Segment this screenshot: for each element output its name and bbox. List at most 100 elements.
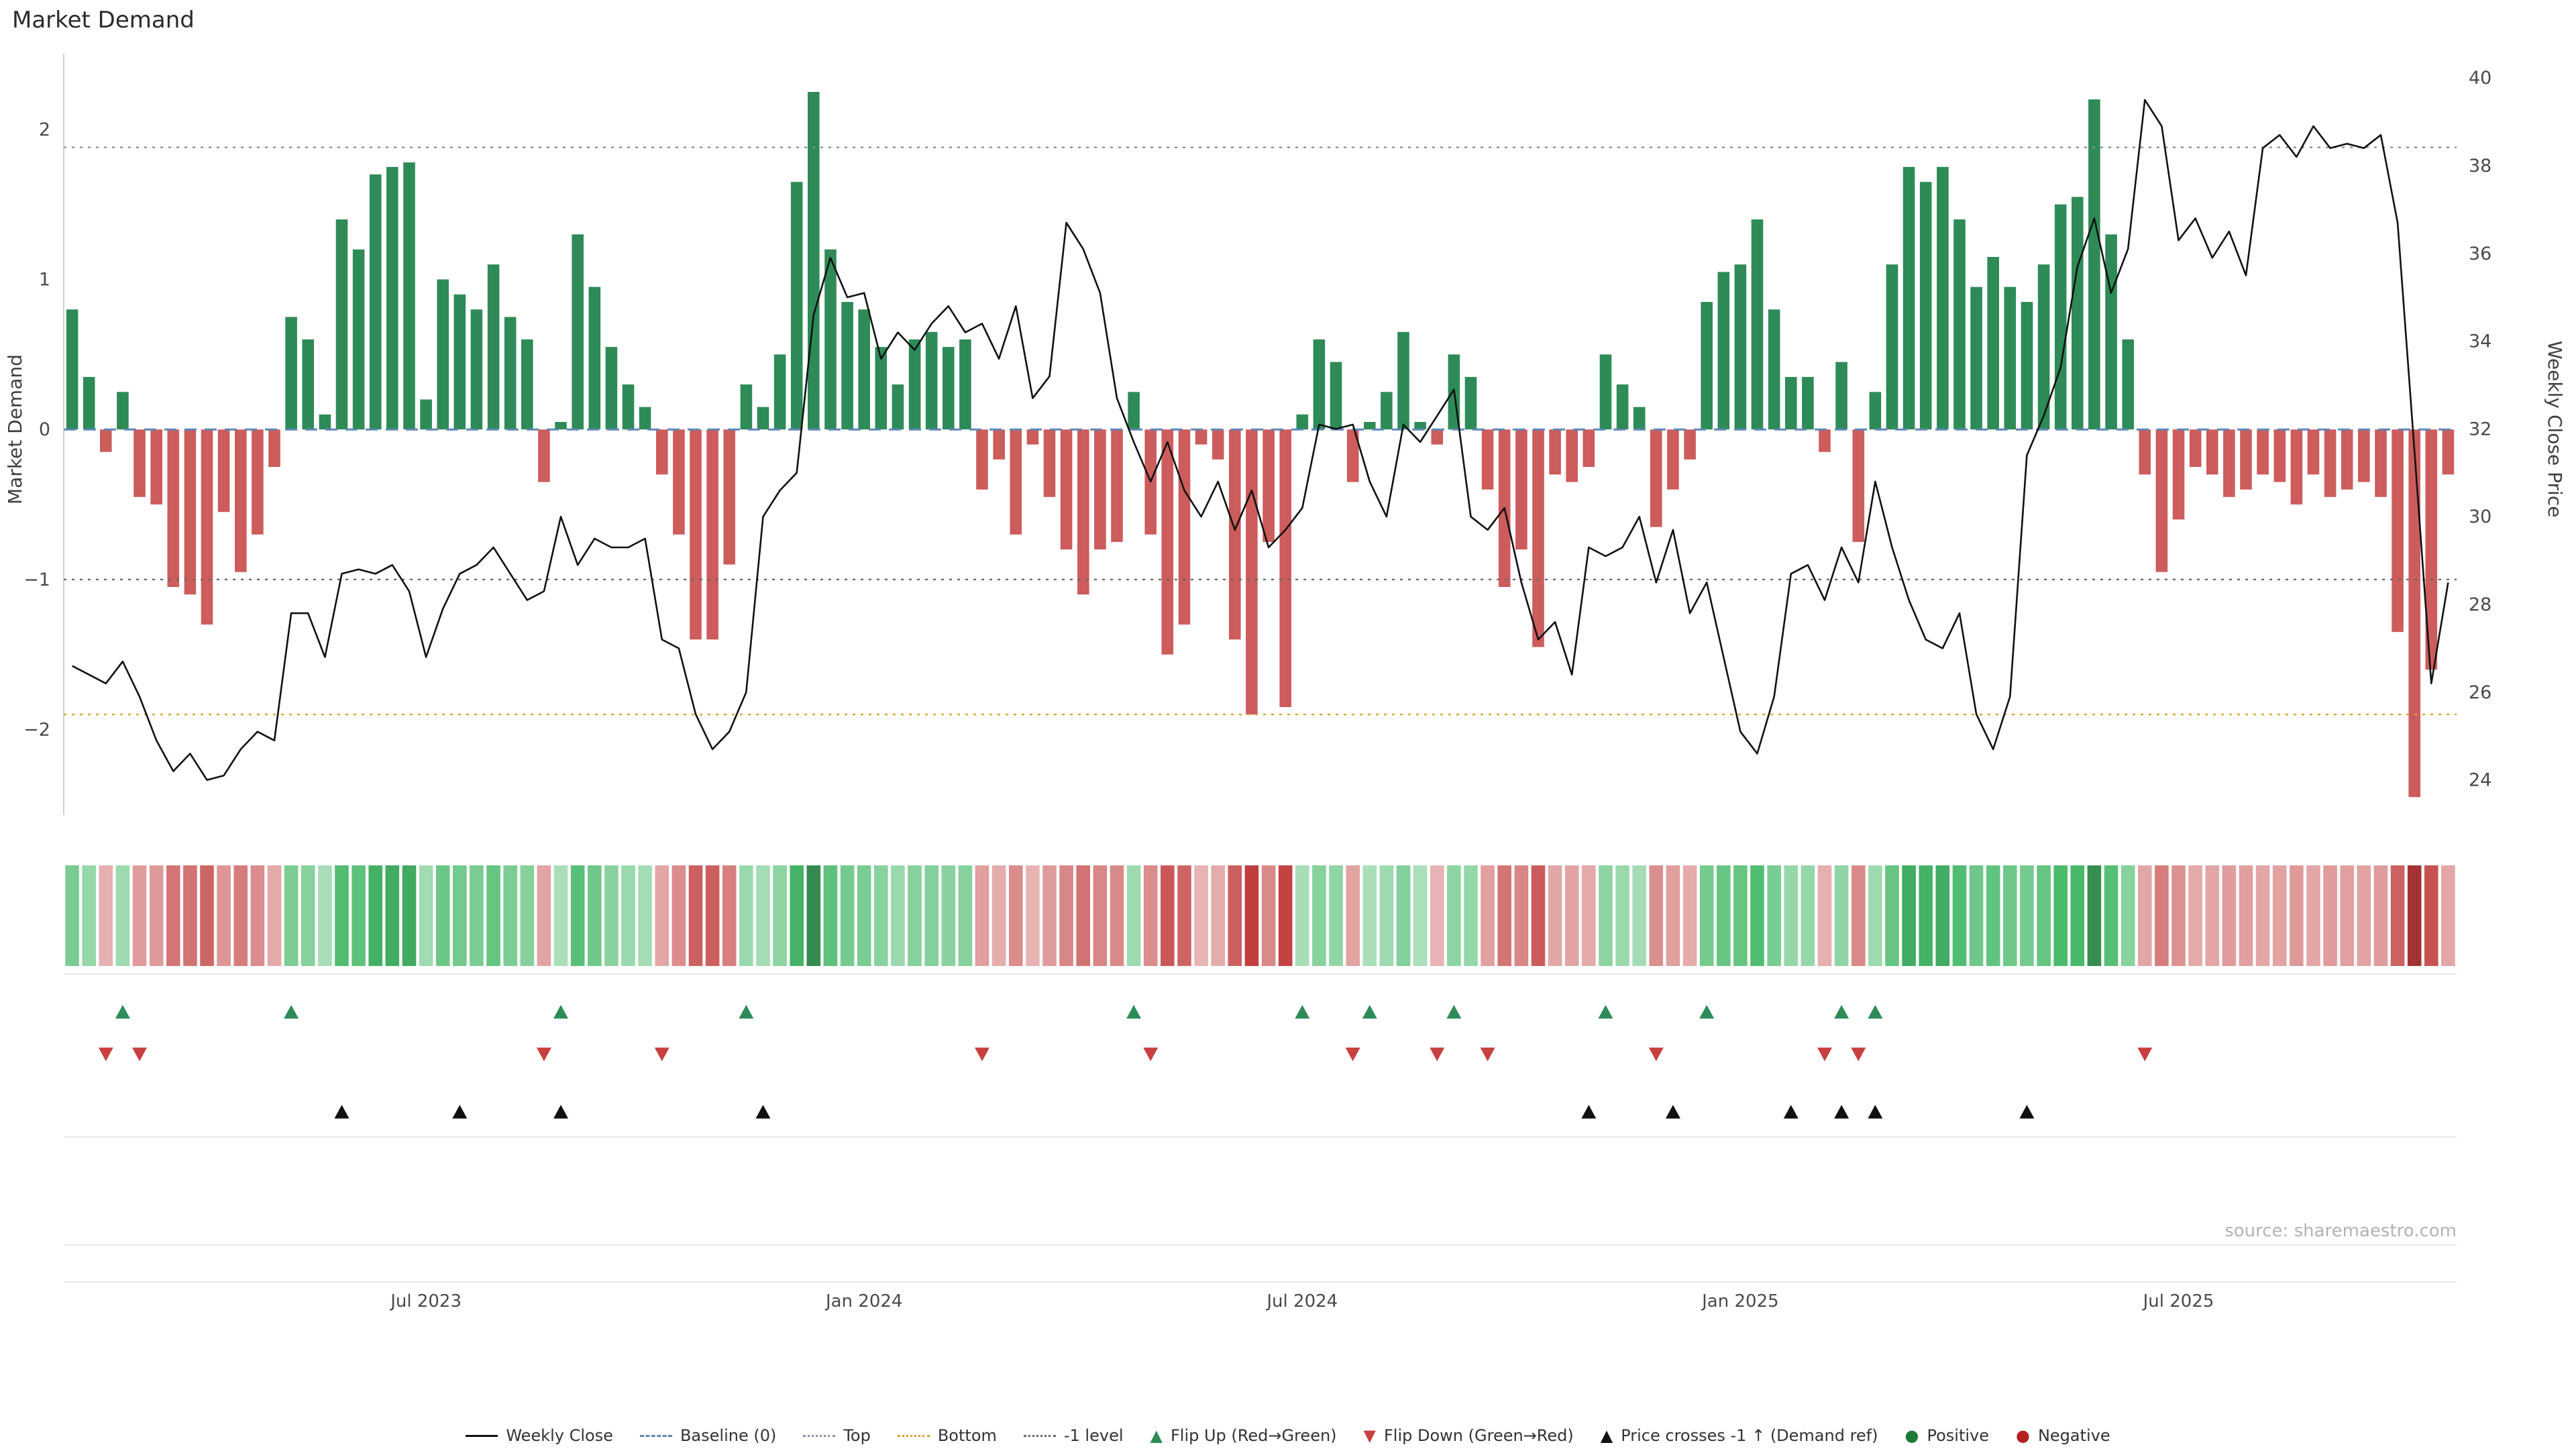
- demand-bar-positive: [1751, 219, 1764, 430]
- demand-bar-negative: [1246, 429, 1258, 715]
- demand-bar-positive: [1717, 272, 1730, 430]
- heatmap-cell: [1801, 865, 1815, 966]
- demand-bar-negative: [133, 429, 146, 497]
- demand-heatmap-strip: [65, 865, 2455, 966]
- legend-label: Bottom: [937, 1426, 997, 1445]
- demand-bar-positive: [1835, 362, 1847, 430]
- demand-bar-positive: [504, 317, 517, 430]
- heatmap-cell: [1396, 865, 1411, 966]
- price-cross-marker-icon: [553, 1105, 569, 1119]
- heatmap-cell: [1548, 865, 1562, 966]
- heatmap-cell: [553, 865, 568, 966]
- flip-down-marker-icon: [536, 1047, 551, 1061]
- heatmap-cell: [2340, 865, 2354, 966]
- right-axis-tick-label: 32: [2469, 419, 2491, 439]
- heatmap-cell: [2323, 865, 2337, 966]
- demand-bar-negative: [1229, 429, 1241, 640]
- demand-bar-positive: [1633, 407, 1646, 430]
- demand-bar-positive: [1886, 264, 1898, 430]
- heatmap-cell: [958, 865, 973, 966]
- heatmap-cell: [1464, 865, 1478, 966]
- heatmap-cell: [2155, 865, 2169, 966]
- flip-down-marker-icon: [1430, 1047, 1445, 1061]
- demand-bar-negative: [167, 429, 180, 587]
- demand-bar-positive: [1364, 422, 1376, 430]
- heatmap-cell: [2053, 865, 2068, 966]
- flip-up-marker-icon: [1868, 1005, 1883, 1019]
- heatmap-cell: [2222, 865, 2237, 966]
- demand-bar-negative: [1481, 429, 1494, 490]
- heatmap-cell: [318, 865, 332, 966]
- demand-bar-negative: [1077, 429, 1089, 595]
- heatmap-cell: [200, 865, 214, 966]
- heatmap-cell: [2357, 865, 2371, 966]
- heatmap-cell: [1817, 865, 1832, 966]
- heatmap-cell: [1161, 865, 1175, 966]
- line-line-icon: [466, 1434, 498, 1437]
- heatmap-cell: [1632, 865, 1646, 966]
- price-cross-marker-icon: [1834, 1105, 1849, 1119]
- demand-bar-negative: [1566, 429, 1578, 482]
- heatmap-cell: [115, 865, 130, 966]
- heatmap-cell: [2070, 865, 2085, 966]
- legend-label: Flip Down (Green→Red): [1384, 1426, 1574, 1445]
- price-cross-marker-icon: [1783, 1105, 1799, 1119]
- heatmap-cell: [1362, 865, 1377, 966]
- flip-down-marker-icon: [1143, 1047, 1159, 1061]
- demand-bar-negative: [1094, 429, 1106, 550]
- demand-bar-negative: [2273, 429, 2286, 482]
- heatmap-cell: [2390, 865, 2405, 966]
- demand-bar-negative: [2425, 429, 2438, 670]
- heatmap-cell: [604, 865, 619, 966]
- demand-bar-positive: [1616, 384, 1629, 430]
- heatmap-cell: [1767, 865, 1781, 966]
- dot-icon: ●: [2016, 1426, 2030, 1445]
- demand-bar-positive: [386, 166, 398, 430]
- heatmap-cell: [166, 865, 180, 966]
- heatmap-cell: [1481, 865, 1495, 966]
- demand-bar-negative: [150, 429, 162, 504]
- heatmap-cell: [1649, 865, 1664, 966]
- heatmap-cell: [402, 865, 417, 966]
- demand-bar-negative: [690, 429, 702, 640]
- legend-label: Baseline (0): [680, 1426, 777, 1445]
- heatmap-cell: [1666, 865, 1680, 966]
- demand-bar-positive: [875, 347, 888, 430]
- flip-down-markers: [98, 1047, 2153, 1061]
- heatmap-cell: [739, 865, 753, 966]
- demand-bar-negative: [235, 429, 247, 572]
- heatmap-cell: [1177, 865, 1191, 966]
- heatmap-cell: [2441, 865, 2455, 966]
- demand-bar-positive: [639, 407, 651, 430]
- demand-bar-positive: [1414, 422, 1426, 430]
- heatmap-cell: [65, 865, 79, 966]
- demand-bar-negative: [1515, 429, 1527, 550]
- heatmap-cell: [385, 865, 400, 966]
- x-axis-tick-label: Jul 2024: [1265, 1291, 1338, 1311]
- demand-bar-positive: [1313, 339, 1326, 430]
- triangle-down-icon: ▼: [1363, 1426, 1376, 1445]
- heatmap-cell: [1599, 865, 1613, 966]
- demand-bar-negative: [2240, 429, 2252, 490]
- demand-bar-negative: [2189, 429, 2202, 468]
- heatmap-cell: [891, 865, 905, 966]
- demand-bar-positive: [2054, 204, 2067, 430]
- demand-bar-positive: [1919, 182, 1932, 430]
- demand-bar-positive: [470, 309, 483, 430]
- demand-bar-negative: [100, 429, 112, 452]
- demand-bar-negative: [538, 429, 550, 482]
- heatmap-cell: [1413, 865, 1428, 966]
- legend-label: Flip Up (Red→Green): [1170, 1426, 1337, 1445]
- demand-bar-positive: [2021, 302, 2033, 430]
- demand-bar-positive: [437, 279, 449, 430]
- heatmap-cell: [1228, 865, 1242, 966]
- flip-up-marker-icon: [553, 1005, 569, 1019]
- heatmap-cell: [2255, 865, 2270, 966]
- demand-bar-negative: [1852, 429, 1865, 542]
- market-demand-chart: −2 −1 0 1 2 24 26 28 30 32 34 36 38 40 Jul 2023 Jan 202…: [23, 54, 2491, 1311]
- heatmap-cell: [1278, 865, 1293, 966]
- demand-bar-positive: [1381, 392, 1393, 430]
- demand-bar-positive: [908, 339, 921, 430]
- flip-up-marker-icon: [1126, 1005, 1142, 1019]
- heatmap-cell: [2239, 865, 2253, 966]
